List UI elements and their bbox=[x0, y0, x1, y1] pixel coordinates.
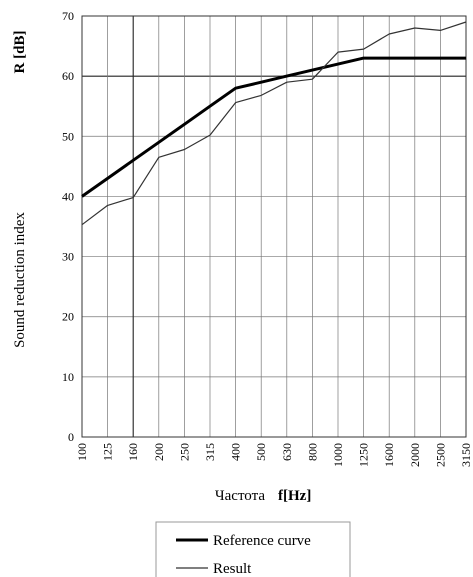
x-tick-label-1000: 1000 bbox=[331, 443, 345, 467]
x-tick-label-250: 250 bbox=[177, 443, 191, 461]
y-axis-symbol: R [dB] bbox=[12, 31, 28, 74]
x-tick-label-125: 125 bbox=[101, 443, 115, 461]
series-line-result bbox=[81, 21, 467, 226]
y-tick-label-10: 10 bbox=[62, 370, 74, 384]
x-tick-label-160: 160 bbox=[126, 443, 140, 461]
x-tick-label-630: 630 bbox=[280, 443, 294, 461]
x-axis-ticks: 100 125 160 200 250 315 400 500 630 800 1000 1250 16… bbox=[75, 443, 473, 467]
x-axis-symbol: f[Hz] bbox=[278, 488, 311, 504]
x-tick-label-2500: 2500 bbox=[433, 443, 447, 467]
grid bbox=[81, 15, 467, 438]
x-tick-label-100: 100 bbox=[75, 443, 89, 461]
series-line-reference-curve bbox=[81, 56, 466, 198]
x-tick-label-1250: 1250 bbox=[357, 443, 371, 467]
legend: Reference curve Result bbox=[155, 521, 351, 577]
x-tick-label-800: 800 bbox=[305, 443, 319, 461]
y-tick-label-50: 50 bbox=[62, 129, 74, 143]
series-layer bbox=[81, 21, 467, 226]
x-tick-label-1600: 1600 bbox=[382, 443, 396, 467]
x-tick-label-2000: 2000 bbox=[408, 443, 422, 467]
y-axis-label: Sound reduction index bbox=[12, 212, 28, 348]
y-tick-label-20: 20 bbox=[62, 310, 74, 324]
x-tick-label-315: 315 bbox=[203, 443, 217, 461]
x-tick-label-200: 200 bbox=[152, 443, 166, 461]
legend-label-result: Result bbox=[213, 561, 252, 577]
y-tick-label-70: 70 bbox=[62, 9, 74, 23]
legend-box bbox=[155, 521, 351, 577]
y-axis-ticks: 0 10 20 30 40 50 60 70 bbox=[62, 9, 74, 444]
x-tick-label-500: 500 bbox=[254, 443, 268, 461]
x-tick-label-400: 400 bbox=[229, 443, 243, 461]
legend-label-reference-curve: Reference curve bbox=[213, 533, 311, 549]
y-tick-label-60: 60 bbox=[62, 69, 74, 83]
y-tick-label-40: 40 bbox=[62, 189, 74, 203]
y-tick-label-0: 0 bbox=[68, 430, 74, 444]
y-tick-label-30: 30 bbox=[62, 250, 74, 264]
plot-frame bbox=[81, 15, 467, 438]
x-tick-label-3150: 3150 bbox=[459, 443, 473, 467]
x-axis-label: Частота bbox=[215, 488, 265, 504]
